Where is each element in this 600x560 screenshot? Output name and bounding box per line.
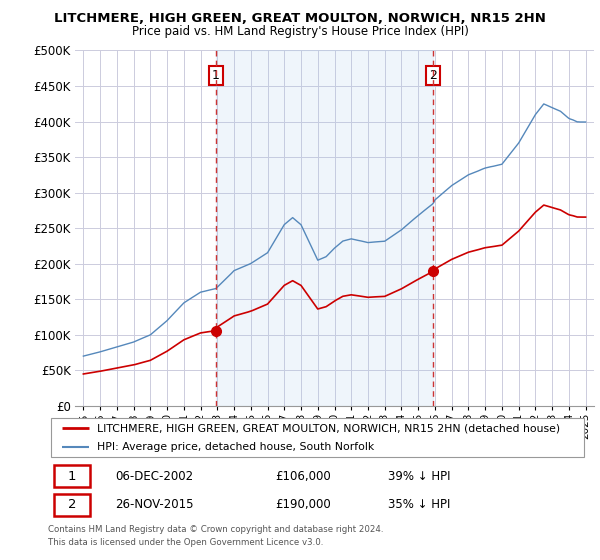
Text: Contains HM Land Registry data © Crown copyright and database right 2024.: Contains HM Land Registry data © Crown c…	[48, 525, 383, 534]
Text: 2: 2	[430, 69, 437, 82]
Bar	[216, 50, 433, 406]
Text: 26-NOV-2015: 26-NOV-2015	[115, 498, 194, 511]
Text: HPI: Average price, detached house, South Norfolk: HPI: Average price, detached house, Sout…	[97, 442, 374, 451]
Text: £106,000: £106,000	[275, 470, 331, 483]
Text: 06-DEC-2002: 06-DEC-2002	[115, 470, 194, 483]
Text: LITCHMERE, HIGH GREEN, GREAT MOULTON, NORWICH, NR15 2HN (detached house): LITCHMERE, HIGH GREEN, GREAT MOULTON, NO…	[97, 423, 560, 433]
Text: 35% ↓ HPI: 35% ↓ HPI	[388, 498, 451, 511]
Text: 1: 1	[68, 470, 76, 483]
Text: 2: 2	[68, 498, 76, 511]
Text: £190,000: £190,000	[275, 498, 331, 511]
Text: 1: 1	[212, 69, 220, 82]
Text: LITCHMERE, HIGH GREEN, GREAT MOULTON, NORWICH, NR15 2HN: LITCHMERE, HIGH GREEN, GREAT MOULTON, NO…	[54, 12, 546, 25]
FancyBboxPatch shape	[50, 418, 584, 457]
Text: Price paid vs. HM Land Registry's House Price Index (HPI): Price paid vs. HM Land Registry's House …	[131, 25, 469, 38]
Text: 39% ↓ HPI: 39% ↓ HPI	[388, 470, 451, 483]
FancyBboxPatch shape	[55, 494, 89, 516]
Text: This data is licensed under the Open Government Licence v3.0.: This data is licensed under the Open Gov…	[48, 538, 323, 547]
FancyBboxPatch shape	[55, 465, 89, 487]
